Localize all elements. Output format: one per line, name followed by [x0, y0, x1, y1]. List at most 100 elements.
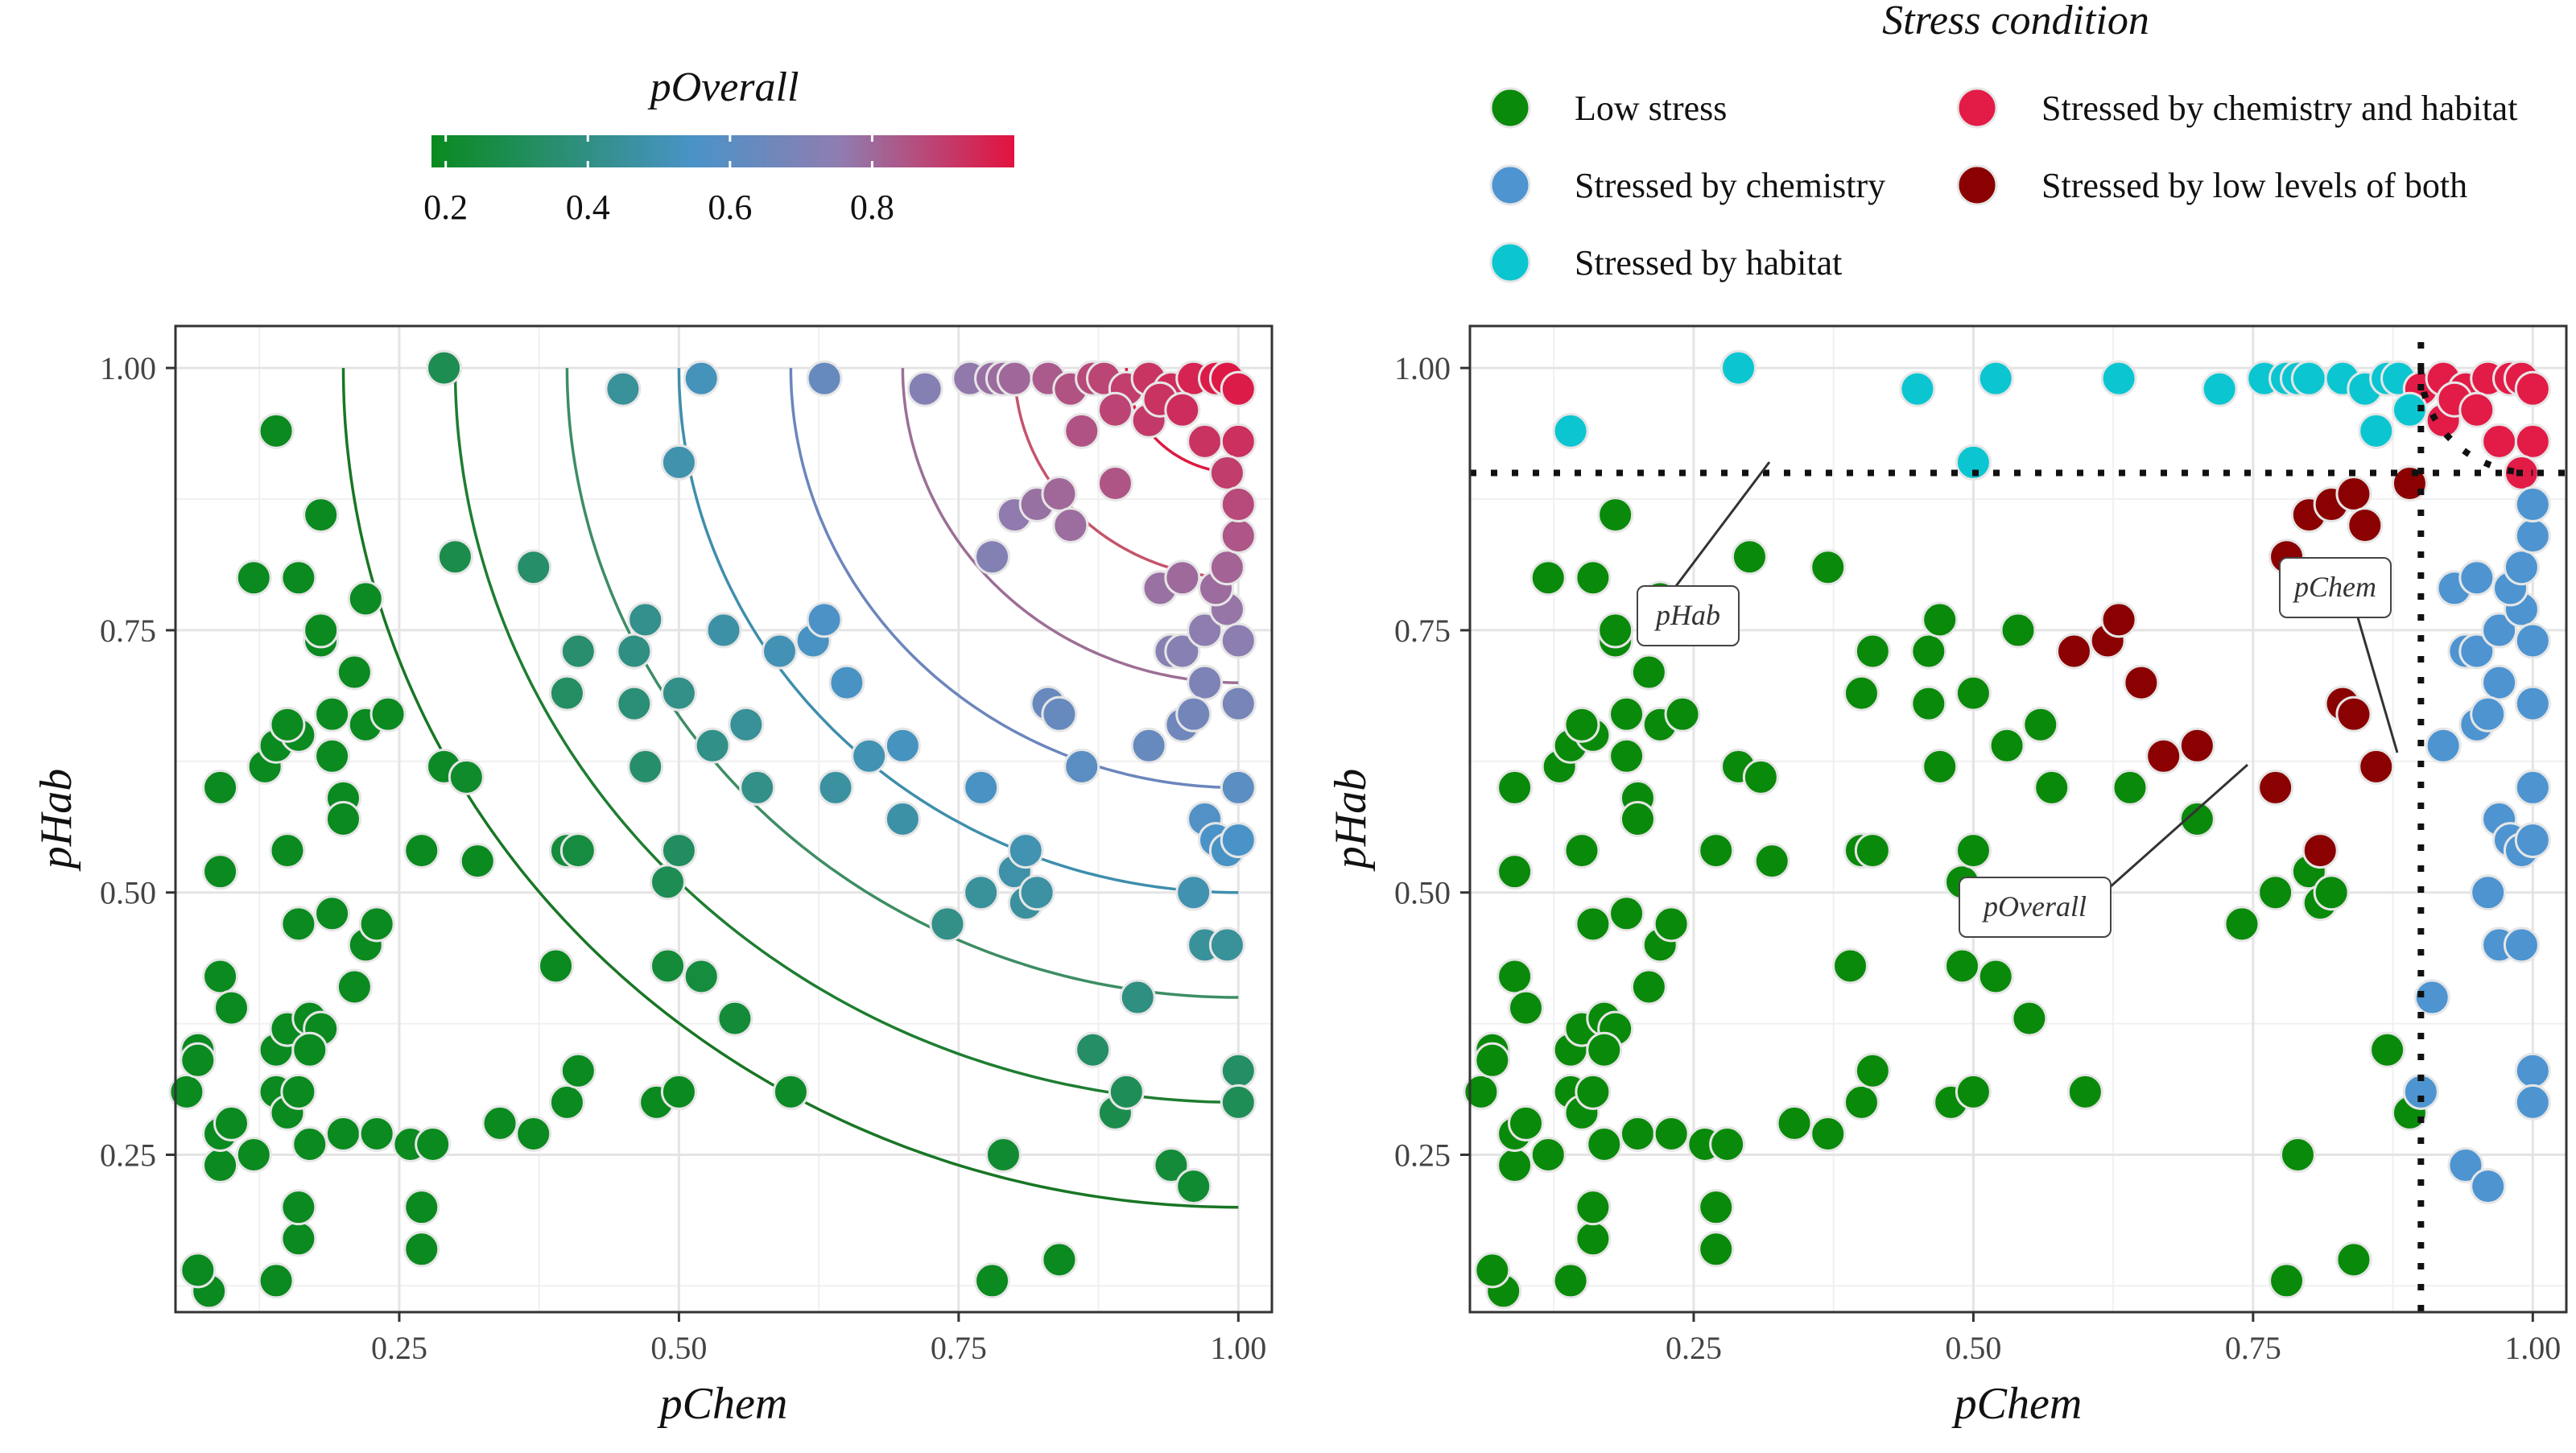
data-point — [213, 989, 250, 1026]
data-point — [2201, 370, 2238, 407]
data-point — [2458, 633, 2496, 670]
data-point — [1698, 1231, 1735, 1268]
stress-legend-entries: Low stress Stressed by chemistry Stressed … — [1489, 87, 2517, 283]
data-point — [2123, 664, 2160, 701]
data-point — [817, 769, 854, 806]
data-point — [415, 1125, 452, 1162]
data-point — [828, 664, 865, 701]
right-y-axis-title: pHab — [1326, 769, 1376, 872]
legend-label: Stressed by chemistry and habitat — [2041, 89, 2517, 128]
legend-label: Stressed by habitat — [1575, 243, 1842, 283]
data-point — [2178, 801, 2215, 837]
data-point — [269, 832, 306, 869]
left-points — [168, 349, 1257, 1310]
data-point — [650, 864, 687, 901]
data-point — [1653, 1115, 1690, 1152]
data-point — [1063, 412, 1100, 449]
data-point — [1220, 769, 1257, 806]
annotation-label: pHab — [1653, 599, 1720, 631]
left-panel: 0.25 0.50 0.75 1.00 0.25 0.50 0.75 1.00 pChem p… — [31, 324, 1274, 1429]
data-point — [202, 769, 239, 806]
data-point — [1653, 906, 1690, 943]
x-tick-label: 1.00 — [1210, 1330, 1266, 1366]
data-point — [2514, 685, 2551, 722]
data-point — [2335, 696, 2372, 733]
data-point — [985, 1137, 1022, 1174]
data-point — [1096, 464, 1133, 502]
annotation-leader-line — [1674, 461, 1771, 587]
data-point — [1720, 349, 1757, 386]
data-point — [1630, 968, 1667, 1005]
data-point — [1041, 476, 1078, 513]
annotation-box — [1959, 877, 2112, 938]
data-point — [1063, 748, 1100, 785]
data-point — [1507, 989, 1544, 1026]
data-point — [2514, 518, 2551, 555]
data-point — [403, 1231, 440, 1268]
data-point — [2055, 633, 2092, 670]
data-point — [280, 1073, 317, 1110]
data-point — [705, 612, 742, 649]
data-point — [538, 947, 575, 984]
contour-line — [565, 368, 1239, 999]
data-point — [1164, 391, 1201, 428]
data-point — [2112, 769, 2149, 806]
data-point — [258, 1262, 295, 1299]
data-point — [2425, 727, 2462, 764]
contour-line — [677, 368, 1239, 894]
data-point — [2000, 612, 2037, 649]
data-point — [884, 801, 921, 837]
data-point — [1854, 832, 1891, 869]
data-point — [1664, 696, 1701, 733]
data-point — [2514, 1084, 2551, 1121]
data-point — [1208, 454, 1245, 491]
contour-line — [901, 368, 1239, 684]
data-point — [448, 758, 485, 795]
data-point — [929, 906, 966, 943]
data-point — [1698, 832, 1735, 869]
data-point — [996, 360, 1033, 397]
data-point — [303, 497, 340, 534]
legend-label: Low stress — [1575, 89, 1727, 128]
data-point — [1854, 633, 1891, 670]
data-point — [2066, 1073, 2103, 1110]
data-point — [548, 675, 585, 712]
data-point — [1619, 801, 1656, 837]
data-point — [683, 958, 720, 995]
data-point — [1474, 1042, 1511, 1079]
x-tick-label: 0.50 — [650, 1330, 707, 1366]
data-point — [1075, 1031, 1112, 1068]
data-point — [280, 1220, 317, 1257]
data-point — [1496, 1147, 1534, 1184]
data-point — [1608, 737, 1645, 774]
data-point — [772, 1073, 809, 1110]
legend-key — [1956, 164, 1998, 206]
data-point — [694, 727, 731, 764]
colorbar-tick-label: 0.4 — [566, 188, 610, 227]
y-tick-label: 0.25 — [1394, 1137, 1451, 1174]
data-point — [1899, 370, 1936, 407]
data-point — [1586, 1125, 1623, 1162]
data-point — [963, 874, 1000, 911]
data-point — [515, 549, 552, 586]
data-point — [806, 601, 843, 638]
data-point — [1910, 633, 1947, 670]
data-point — [1496, 853, 1534, 890]
data-point — [2033, 769, 2070, 806]
data-point — [314, 895, 351, 932]
data-point — [280, 906, 317, 943]
data-point — [683, 360, 720, 397]
data-point — [1944, 947, 1981, 984]
colorbar-title: pOverall — [647, 64, 799, 110]
data-point — [280, 559, 317, 596]
annotation-label: pChem — [2292, 571, 2376, 603]
data-point — [1955, 444, 1992, 481]
data-point — [1187, 664, 1224, 701]
data-point — [235, 1137, 272, 1174]
data-point — [2022, 706, 2059, 743]
data-point — [1187, 423, 1224, 460]
data-point — [280, 1189, 317, 1226]
data-point — [559, 832, 597, 869]
left-ticks: 0.25 0.50 0.75 1.00 0.25 0.50 0.75 1.00 — [100, 350, 1266, 1366]
